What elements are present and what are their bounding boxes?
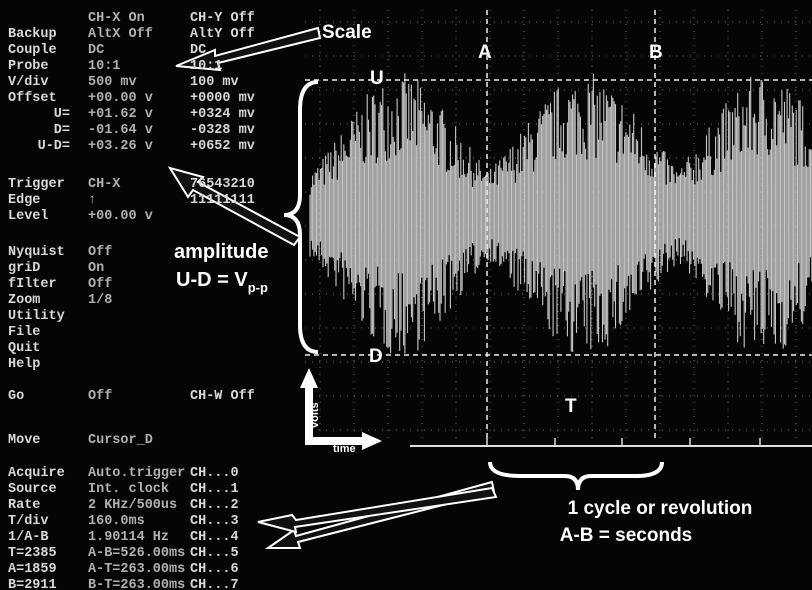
menu-label: fIlter <box>8 277 57 292</box>
menu-value: AltY Off <box>190 27 255 42</box>
menu-label: U-D= <box>38 139 70 154</box>
menu-value: CH...7 <box>190 578 239 590</box>
menu-value: CH...2 <box>190 498 239 513</box>
menu-label: Offset <box>8 91 57 106</box>
menu-value: A-B=526.00ms <box>88 546 185 561</box>
menu-value: 76543210 <box>190 177 255 192</box>
menu-label: V/div <box>8 75 49 90</box>
menu-label: Move <box>8 433 40 448</box>
menu-value: Off <box>88 245 112 260</box>
menu-label: B=2911 <box>8 578 57 590</box>
menu-value: CH...6 <box>190 562 239 577</box>
menu-value: On <box>88 261 104 276</box>
menu-label: File <box>8 325 40 340</box>
menu-value: 10:1 <box>190 59 222 74</box>
menu-label: Couple <box>8 43 57 58</box>
menu-label: Backup <box>8 27 57 42</box>
menu-value: 100 mv <box>190 75 239 90</box>
menu-label: griD <box>8 261 40 276</box>
cycle-formula: A-B = seconds <box>560 525 693 546</box>
menu-value: 11111111 <box>190 193 255 208</box>
cursor-u-label: U <box>370 68 384 89</box>
menu-label: 1/A-B <box>8 530 49 545</box>
menu-label: T/div <box>8 514 49 529</box>
menu-value: 10:1 <box>88 59 120 74</box>
menu-value: +0324 mv <box>190 107 255 122</box>
amplitude-label: amplitude <box>174 241 268 263</box>
menu-value: 160.0ms <box>88 514 145 529</box>
menu-label: Utility <box>8 309 65 324</box>
scale-label: Scale <box>322 22 372 43</box>
menu-label: Acquire <box>8 466 65 481</box>
cursor-t-label: T <box>565 396 577 417</box>
cursor-d-label: D <box>369 346 383 367</box>
amplitude-formula-text: U-D = V <box>176 269 248 291</box>
menu-value: CH...3 <box>190 514 239 529</box>
menu-value: -0328 mv <box>190 123 255 138</box>
menu-label: Help <box>8 357 40 372</box>
menu-label: T=2385 <box>8 546 57 561</box>
scope-screen: volts time Scale A B U D T amplitude U-D… <box>0 0 812 590</box>
menu-value: DC <box>190 43 206 58</box>
menu-value: CH...5 <box>190 546 239 561</box>
menu-value: 1/8 <box>88 293 112 308</box>
menu-value: 500 mv <box>88 75 137 90</box>
menu-label: Trigger <box>8 177 65 192</box>
menu-value: Auto.trigger <box>88 466 185 481</box>
menu-value: +03.26 v <box>88 139 153 154</box>
menu-label: Edge <box>8 193 40 208</box>
menu-value: +00.00 v <box>88 91 153 106</box>
menu-label: U= <box>54 107 70 122</box>
menu-value: CH...4 <box>190 530 239 545</box>
menu-value: CH-Y Off <box>190 11 255 26</box>
cursor-a-label: A <box>478 42 492 63</box>
menu-label: Source <box>8 482 57 497</box>
menu-value: CH...0 <box>190 466 239 481</box>
menu-value: CH-X <box>88 177 121 192</box>
menu-value: +00.00 v <box>88 209 153 224</box>
menu-value: +01.62 v <box>88 107 153 122</box>
volts-label: volts <box>309 402 321 428</box>
menu-value: A-T=263.00ms <box>88 562 185 577</box>
menu-label: Nyquist <box>8 245 65 260</box>
menu-label: Level <box>8 209 49 224</box>
menu-value: Int. clock <box>88 482 169 497</box>
cursor-b-label: B <box>649 42 663 63</box>
menu-value: CH...1 <box>190 482 239 497</box>
menu-value: -01.64 v <box>88 123 153 138</box>
menu-value: 2 KHz/500us <box>88 498 177 513</box>
menu-label: Quit <box>8 341 40 356</box>
menu-value: +0652 mv <box>190 139 255 154</box>
menu-value: 1.90114 Hz <box>88 530 169 545</box>
menu-label: Rate <box>8 498 40 513</box>
time-label: time <box>333 443 356 455</box>
cycle-label: 1 cycle or revolution <box>568 498 753 519</box>
menu-value: CH-X On <box>88 11 145 26</box>
menu-value: ↑ <box>88 193 96 208</box>
menu-label: Zoom <box>8 293 40 308</box>
menu-value: Cursor_D <box>88 433 153 448</box>
menu-label: D= <box>54 123 70 138</box>
menu-value: +0000 mv <box>190 91 255 106</box>
menu-value: Off <box>88 389 112 404</box>
menu-value: Off <box>88 277 112 292</box>
menu-value: B-T=263.00ms <box>88 578 185 590</box>
menu-value: AltX Off <box>88 27 153 42</box>
menu-value: CH-W Off <box>190 389 255 404</box>
menu-label: Go <box>8 389 24 404</box>
menu-label: A=1859 <box>8 562 57 577</box>
menu-label: Probe <box>8 59 49 74</box>
menu-value: DC <box>88 43 104 58</box>
amplitude-subscript: p-p <box>248 280 268 295</box>
